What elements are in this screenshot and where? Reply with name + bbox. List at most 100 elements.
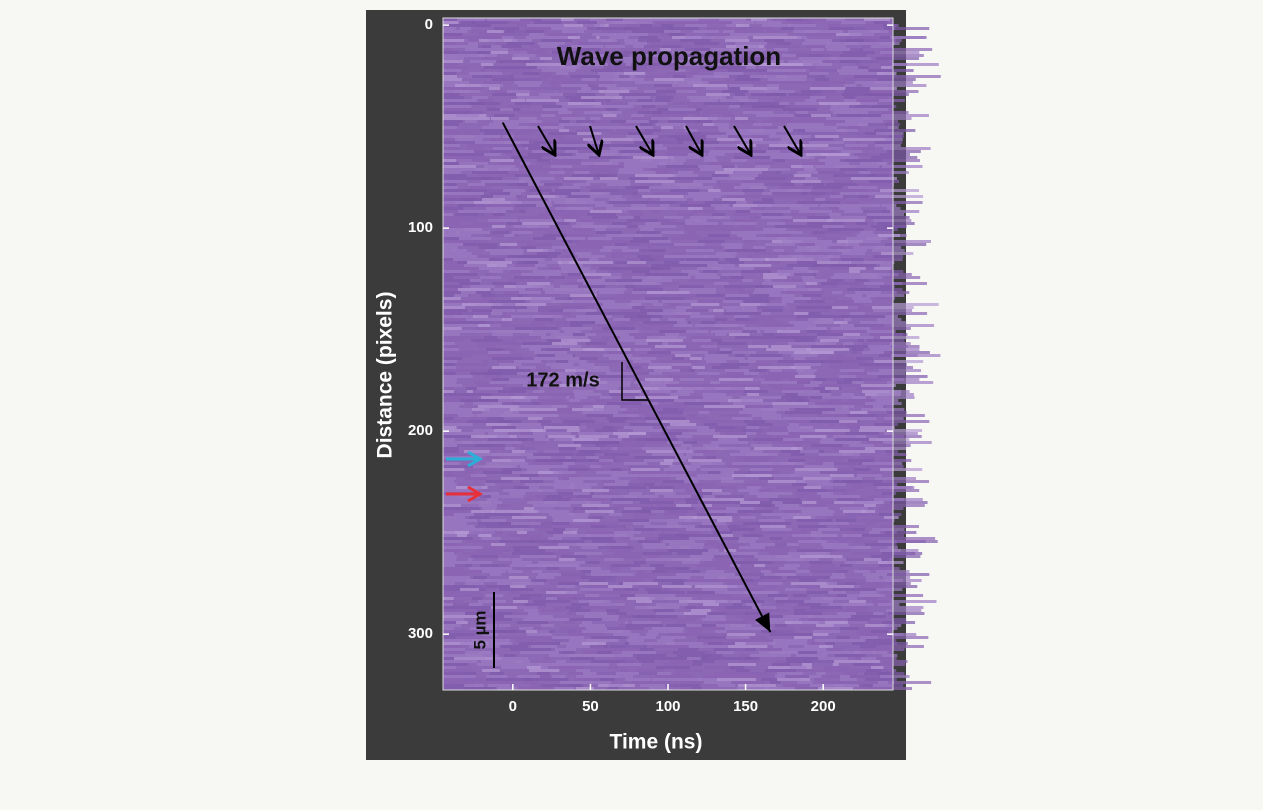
texture xyxy=(877,162,887,165)
texture xyxy=(806,498,822,501)
texture xyxy=(573,402,607,405)
texture xyxy=(634,282,661,285)
texture xyxy=(486,207,513,210)
texture xyxy=(600,678,615,681)
texture xyxy=(721,477,734,480)
texture xyxy=(625,660,638,663)
texture xyxy=(826,183,857,186)
texture xyxy=(791,582,828,585)
texture xyxy=(465,48,508,51)
texture xyxy=(878,375,928,378)
texture xyxy=(706,570,724,573)
texture xyxy=(482,570,506,573)
texture xyxy=(833,588,878,591)
texture xyxy=(688,153,706,156)
texture xyxy=(542,570,581,573)
texture xyxy=(459,282,480,285)
texture xyxy=(859,594,880,597)
texture xyxy=(850,411,868,414)
texture xyxy=(566,234,594,237)
texture xyxy=(872,600,889,603)
texture xyxy=(774,333,807,336)
texture xyxy=(647,555,660,558)
texture xyxy=(466,318,504,321)
texture xyxy=(633,138,643,141)
texture xyxy=(879,513,901,516)
texture xyxy=(748,357,783,360)
texture xyxy=(609,684,623,687)
texture xyxy=(613,426,624,429)
texture xyxy=(515,660,530,663)
texture xyxy=(826,567,843,570)
texture xyxy=(443,420,466,423)
texture xyxy=(596,150,618,153)
texture xyxy=(538,396,566,399)
texture xyxy=(487,30,504,33)
texture xyxy=(675,354,690,357)
texture xyxy=(881,66,892,69)
texture xyxy=(517,606,546,609)
texture xyxy=(738,438,785,441)
texture xyxy=(811,114,831,117)
texture xyxy=(479,54,497,57)
texture xyxy=(581,351,597,354)
texture xyxy=(867,372,906,375)
texture xyxy=(554,87,571,90)
texture xyxy=(469,567,512,570)
texture xyxy=(576,309,595,312)
texture xyxy=(710,408,727,411)
texture xyxy=(624,462,647,465)
texture xyxy=(680,186,713,189)
texture xyxy=(692,210,718,213)
texture xyxy=(481,180,525,183)
texture xyxy=(876,645,924,648)
texture xyxy=(530,90,555,93)
texture xyxy=(830,474,854,477)
texture xyxy=(652,114,687,117)
texture xyxy=(473,576,487,579)
texture xyxy=(600,177,618,180)
texture xyxy=(492,603,523,606)
texture xyxy=(499,624,510,627)
texture xyxy=(743,483,765,486)
texture xyxy=(875,450,898,453)
texture xyxy=(806,327,825,330)
texture xyxy=(852,396,865,399)
texture xyxy=(676,573,717,576)
texture xyxy=(638,315,651,318)
texture xyxy=(540,45,557,48)
texture xyxy=(596,297,639,300)
texture xyxy=(639,36,658,39)
texture xyxy=(510,408,557,411)
texture xyxy=(739,360,756,363)
texture xyxy=(795,468,838,471)
texture xyxy=(831,246,844,249)
texture xyxy=(815,429,850,432)
texture xyxy=(845,294,862,297)
texture xyxy=(540,402,572,405)
texture xyxy=(732,417,753,420)
texture xyxy=(874,21,888,24)
texture xyxy=(721,243,743,246)
texture xyxy=(862,534,904,537)
texture xyxy=(686,309,709,312)
texture xyxy=(745,387,760,390)
texture xyxy=(539,663,586,666)
texture xyxy=(836,519,856,522)
texture xyxy=(793,21,814,24)
texture xyxy=(763,276,787,279)
texture xyxy=(529,540,555,543)
texture xyxy=(813,576,830,579)
texture xyxy=(572,240,606,243)
texture xyxy=(772,561,787,564)
texture xyxy=(443,300,490,303)
texture xyxy=(512,444,525,447)
texture xyxy=(515,303,546,306)
texture xyxy=(715,621,749,624)
texture xyxy=(812,84,828,87)
texture xyxy=(527,666,541,669)
texture xyxy=(633,156,674,159)
texture xyxy=(499,588,533,591)
texture xyxy=(474,150,513,153)
texture xyxy=(878,603,899,606)
